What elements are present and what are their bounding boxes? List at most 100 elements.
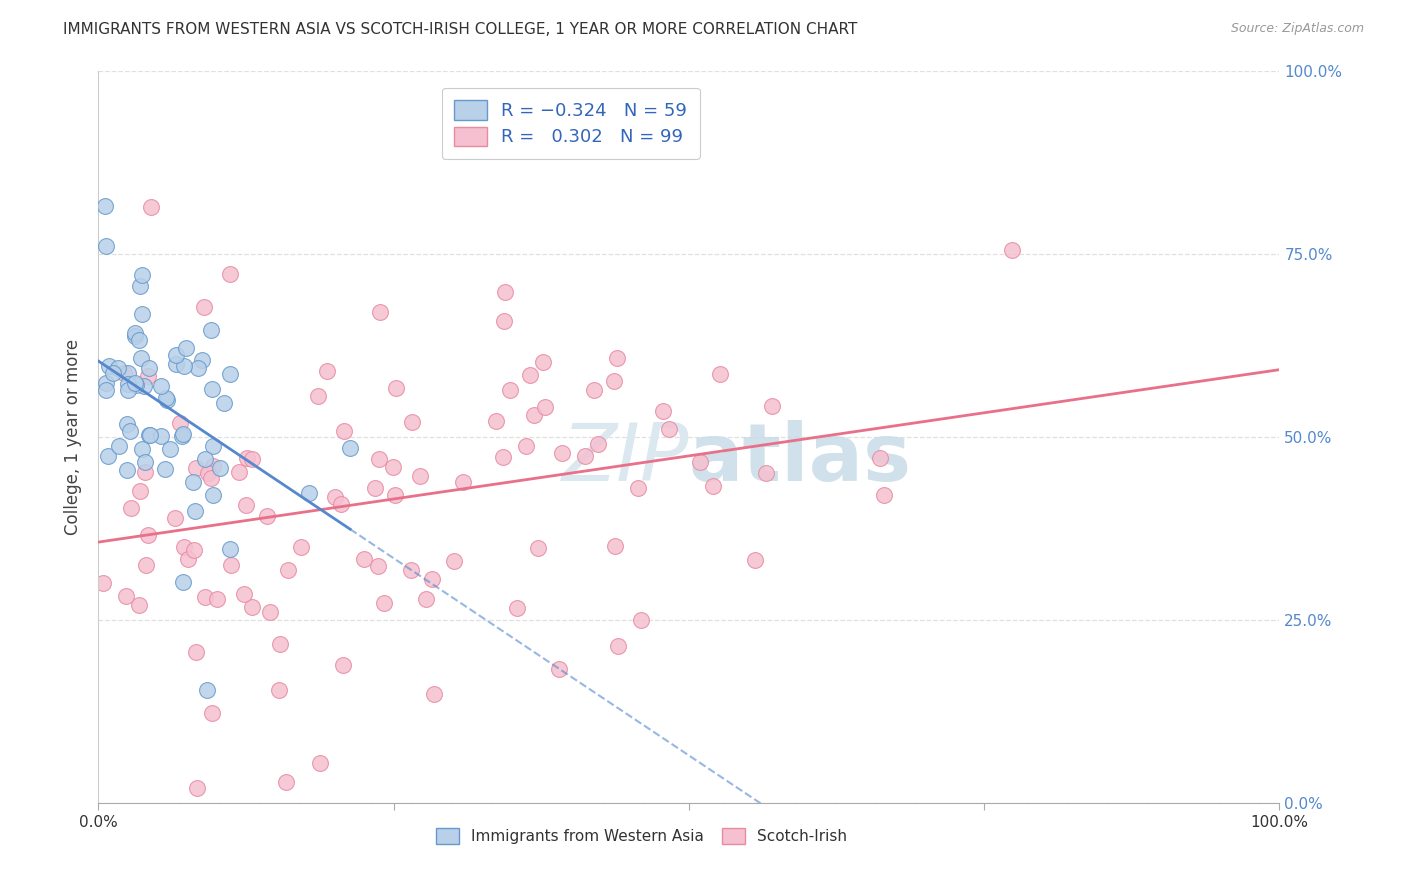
Point — [333, 425, 356, 439]
Point — [134, 379, 156, 393]
Point — [129, 484, 152, 499]
Point — [200, 323, 222, 337]
Point — [187, 361, 209, 376]
Point — [201, 439, 224, 453]
Point — [134, 465, 156, 479]
Point — [93, 199, 115, 213]
Point — [149, 429, 172, 443]
Point — [181, 475, 204, 490]
Point — [138, 428, 160, 442]
Point — [399, 563, 422, 577]
Point — [208, 461, 231, 475]
Point — [115, 590, 138, 604]
Point — [174, 341, 197, 355]
Point — [761, 399, 783, 413]
Point — [658, 421, 681, 435]
Point — [91, 575, 114, 590]
Point — [309, 756, 332, 770]
Point — [415, 591, 437, 606]
Point — [129, 279, 152, 293]
Point — [409, 469, 432, 483]
Point — [274, 775, 297, 789]
Point — [492, 450, 515, 464]
Point — [219, 558, 242, 573]
Point — [112, 366, 135, 380]
Point — [128, 333, 150, 347]
Point — [240, 600, 263, 615]
Point — [709, 367, 731, 381]
Point — [364, 481, 387, 495]
Point — [269, 682, 291, 697]
Point — [485, 414, 508, 428]
Point — [120, 501, 142, 516]
Point — [194, 591, 217, 605]
Point — [422, 687, 444, 701]
Point — [166, 348, 188, 362]
Point — [307, 389, 329, 403]
Point — [630, 614, 652, 628]
Point — [547, 662, 569, 676]
Point — [534, 401, 557, 415]
Point — [96, 383, 118, 397]
Point — [236, 451, 259, 466]
Point — [124, 376, 146, 390]
Y-axis label: College, 1 year or more: College, 1 year or more — [65, 339, 83, 535]
Point — [550, 446, 572, 460]
Text: Source: ZipAtlas.com: Source: ZipAtlas.com — [1230, 22, 1364, 36]
Point — [384, 381, 406, 395]
Point — [605, 351, 627, 366]
Point — [519, 368, 541, 382]
Point — [235, 498, 257, 512]
Point — [316, 364, 339, 378]
Point — [506, 601, 529, 615]
Point — [201, 459, 224, 474]
Point — [370, 304, 392, 318]
Point — [298, 486, 321, 500]
Point — [117, 383, 139, 397]
Point — [159, 442, 181, 456]
Point — [269, 637, 291, 651]
Point — [202, 488, 225, 502]
Point — [191, 352, 214, 367]
Point — [172, 575, 194, 590]
Point — [689, 455, 711, 469]
Point — [218, 368, 240, 382]
Point — [156, 392, 179, 407]
Point — [201, 706, 224, 720]
Point — [443, 553, 465, 567]
Point — [420, 572, 443, 586]
Point — [515, 439, 537, 453]
Point — [125, 378, 148, 392]
Point — [495, 285, 517, 300]
Point — [150, 379, 173, 393]
Point — [103, 366, 125, 380]
Point — [451, 475, 474, 490]
Point — [184, 460, 207, 475]
Point — [256, 509, 278, 524]
Point — [117, 377, 139, 392]
Point — [129, 351, 152, 365]
Point — [184, 504, 207, 518]
Point — [124, 328, 146, 343]
Point — [527, 541, 550, 555]
Point — [193, 300, 215, 314]
Point — [136, 527, 159, 541]
Point — [200, 471, 222, 485]
Point — [131, 306, 153, 320]
Point — [173, 540, 195, 554]
Point — [195, 683, 218, 698]
Point — [205, 592, 228, 607]
Legend: Immigrants from Western Asia, Scotch-Irish: Immigrants from Western Asia, Scotch-Iri… — [430, 822, 853, 850]
Point — [138, 361, 160, 376]
Point — [499, 383, 522, 397]
Point — [228, 465, 250, 479]
Point — [186, 781, 208, 796]
Point — [98, 359, 121, 373]
Point — [136, 369, 159, 384]
Point — [353, 551, 375, 566]
Point — [259, 606, 281, 620]
Point — [115, 417, 138, 431]
Point — [873, 488, 896, 502]
Point — [115, 463, 138, 477]
Point — [96, 239, 118, 253]
